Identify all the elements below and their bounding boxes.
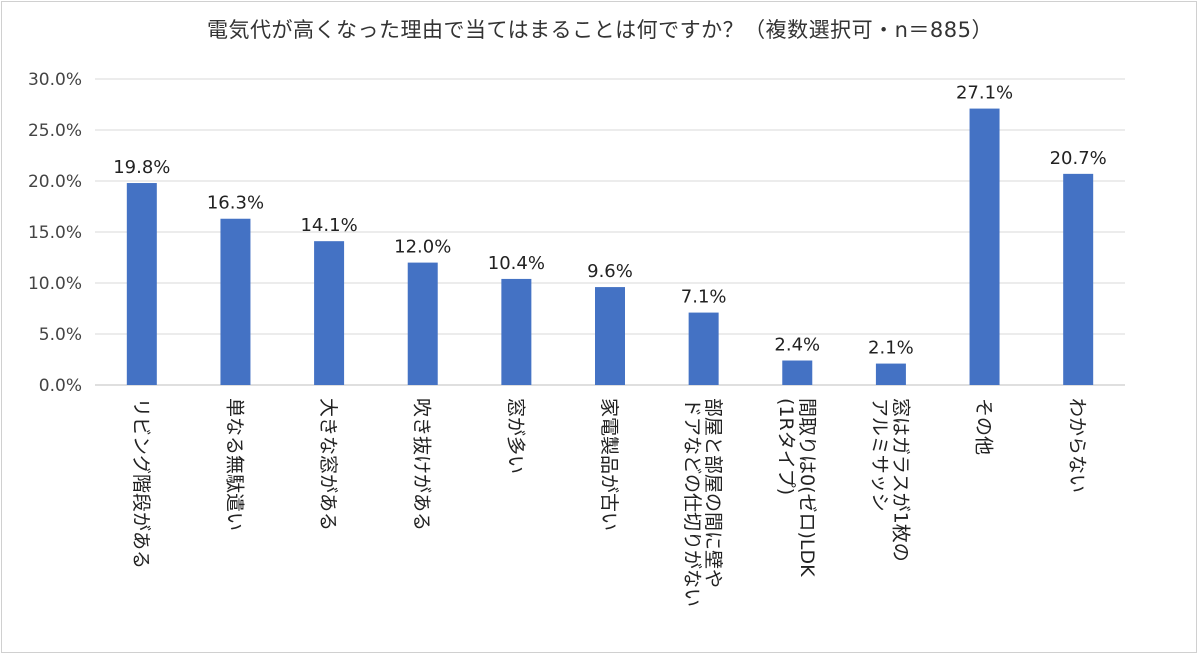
data-label: 20.7% bbox=[1050, 148, 1107, 169]
data-label: 27.1% bbox=[956, 83, 1013, 104]
bar bbox=[595, 287, 625, 385]
data-label: 12.0% bbox=[394, 237, 451, 258]
bar bbox=[1063, 173, 1094, 385]
x-category-label: アルミサッシ bbox=[868, 398, 890, 512]
bar bbox=[969, 108, 1000, 385]
data-label: 2.1% bbox=[868, 338, 914, 359]
bar bbox=[126, 183, 157, 385]
bar bbox=[501, 278, 532, 385]
y-tick-label: 20.0% bbox=[28, 172, 82, 192]
y-axis-ticks: 0.0% 5.0% 10.0% 15.0% 20.0% 25.0% 30.0% bbox=[28, 70, 82, 396]
y-tick-label: 0.0% bbox=[39, 376, 82, 396]
data-label: 9.6% bbox=[587, 261, 633, 282]
data-labels: 19.8% 16.3% 14.1% 12.0% 10.4% 9.6% 7.1% 2.4% 2.1… bbox=[113, 83, 1107, 359]
bar bbox=[688, 312, 719, 385]
data-label: 2.4% bbox=[774, 335, 820, 356]
x-category-label: 窓はガラスが1枚の bbox=[889, 398, 911, 562]
x-category-label: 吹き抜けがある bbox=[411, 398, 433, 531]
data-label: 19.8% bbox=[113, 157, 170, 178]
x-category-label: 部屋と部屋の間に壁や bbox=[702, 398, 724, 588]
y-tick-label: 15.0% bbox=[28, 223, 82, 243]
bar bbox=[407, 262, 438, 385]
x-category-label: 窓が多い bbox=[504, 398, 526, 474]
bar bbox=[220, 218, 251, 385]
x-category-label: リビング階段がある bbox=[130, 398, 152, 569]
bars bbox=[126, 108, 1094, 385]
y-tick-label: 25.0% bbox=[28, 121, 82, 141]
x-axis-labels: リビング階段がある 単なる無駄遣い 大きな窓がある 吹き抜けがある 窓が多い 家電製品が古… bbox=[130, 398, 1088, 607]
y-tick-label: 10.0% bbox=[28, 274, 82, 294]
x-category-label: 家電製品が古い bbox=[598, 398, 620, 531]
x-category-label: 単なる無駄遣い bbox=[223, 398, 245, 531]
x-category-label: ドアなどの仕切りがない bbox=[681, 398, 703, 607]
x-category-label: その他 bbox=[973, 398, 995, 455]
data-label: 10.4% bbox=[488, 253, 545, 274]
y-tick-label: 30.0% bbox=[28, 70, 82, 90]
gridlines bbox=[95, 78, 1125, 386]
x-category-label: 大きな窓がある bbox=[317, 398, 339, 531]
chart-title: 電気代が高くなった理由で当てはまることは何ですか？（複数選択可・n＝885） bbox=[207, 18, 993, 42]
y-tick-label: 5.0% bbox=[39, 325, 82, 345]
data-label: 16.3% bbox=[207, 193, 264, 214]
data-label: 14.1% bbox=[300, 215, 357, 236]
x-category-label: (1Rタイプ) bbox=[775, 398, 797, 495]
x-category-label: 間取りは0(ゼロ)LDK bbox=[796, 398, 818, 577]
x-category-label: わからない bbox=[1066, 398, 1088, 493]
bar bbox=[782, 360, 813, 385]
bar bbox=[314, 241, 345, 385]
bar bbox=[875, 363, 906, 385]
data-label: 7.1% bbox=[681, 287, 727, 308]
